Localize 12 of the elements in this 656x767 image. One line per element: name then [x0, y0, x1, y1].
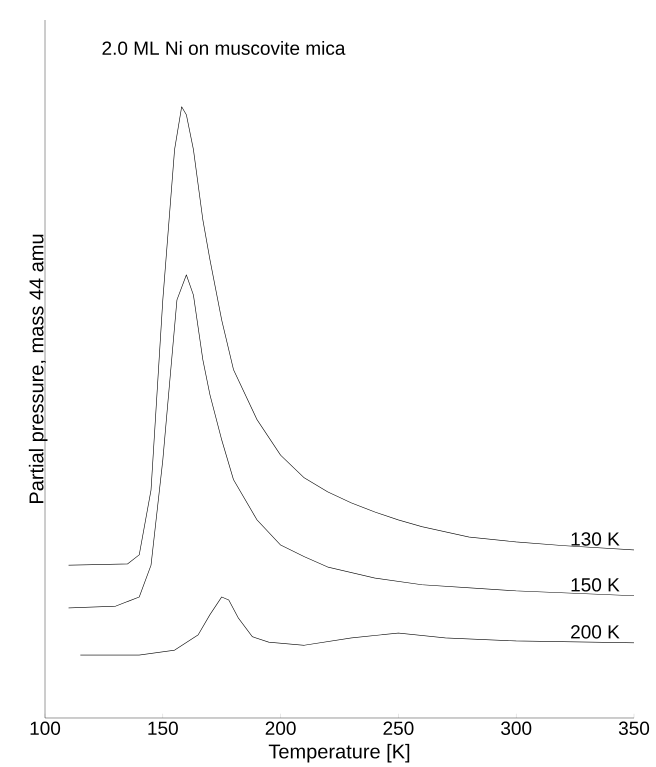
- x-tick-label: 250: [384, 722, 414, 735]
- y-axis-title: Partial pressure, mass 44 amu: [28, 234, 48, 503]
- x-tick-label: 350: [618, 722, 650, 735]
- x-tick-label: 150: [148, 722, 178, 735]
- series-label: 130 K: [572, 532, 620, 546]
- series-label: 150 K: [572, 578, 620, 592]
- x-tick-label: 200: [266, 722, 296, 735]
- x-tick-label: 300: [501, 722, 532, 735]
- series-label: 200 K: [571, 625, 620, 639]
- chart-title: 2.0 ML Ni on muscovite mica: [102, 40, 346, 55]
- x-axis-title: Temperature [K]: [268, 744, 410, 762]
- x-tick-label: 100: [30, 722, 60, 735]
